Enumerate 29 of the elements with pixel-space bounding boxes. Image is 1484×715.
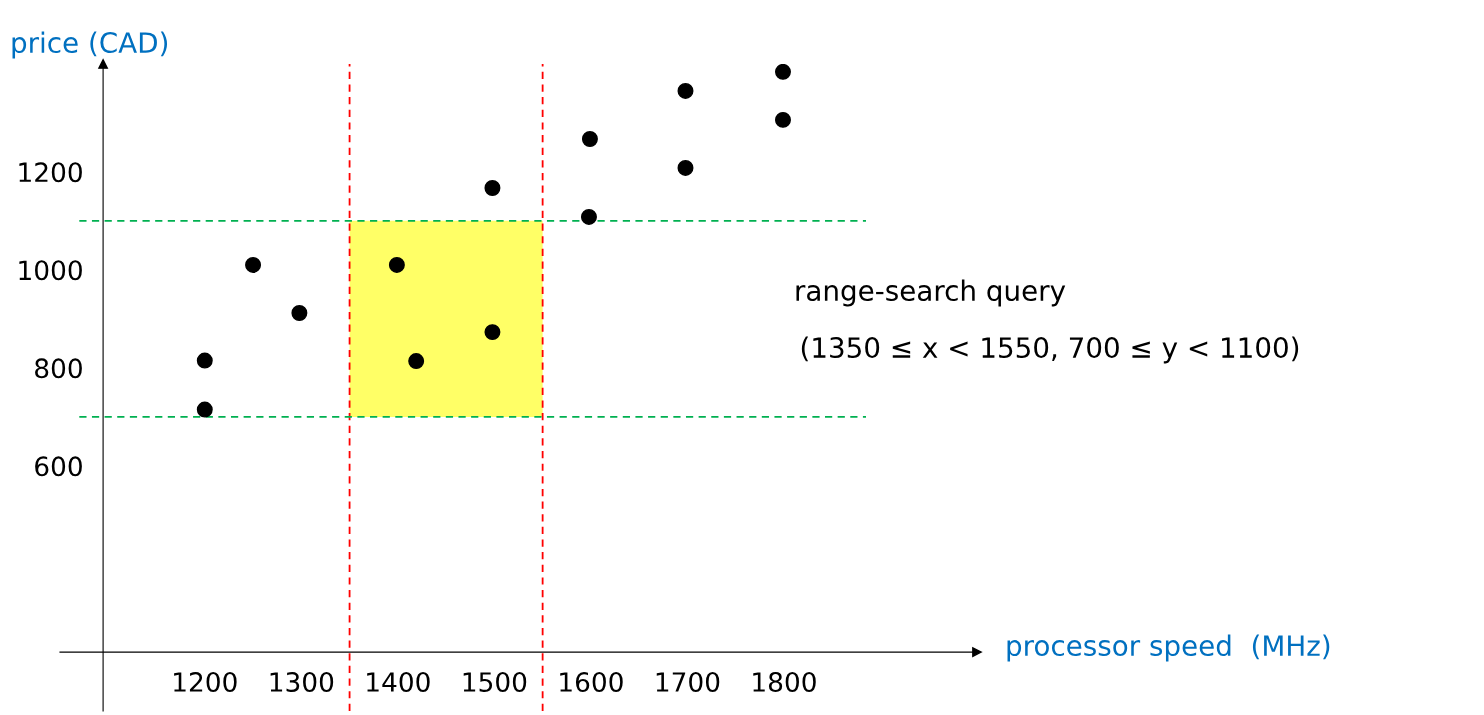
- point: [677, 82, 694, 99]
- x-tick-label: 1700: [656, 672, 720, 692]
- y-tick-label: 1000: [19, 260, 82, 281]
- point: [196, 401, 213, 418]
- point: [484, 324, 501, 341]
- y-tick-label: 800: [35, 358, 82, 379]
- x-tick-label: 1500: [463, 672, 527, 692]
- point: [196, 352, 213, 369]
- annotation: (1350 ≤ x < 1550, 700 ≤ y < 1100): [801, 336, 1299, 364]
- point: [581, 131, 598, 147]
- x-tick-label: 1200: [174, 672, 237, 692]
- y-tick-label: 1200: [19, 162, 82, 183]
- point: [291, 305, 308, 321]
- point: [677, 159, 694, 176]
- point: [580, 208, 597, 225]
- point: [408, 353, 425, 370]
- annotation: range-search query: [796, 279, 1066, 307]
- point: [484, 180, 501, 196]
- x-tick-label: 1400: [367, 672, 430, 692]
- x-axis-title: processor speed (MHz): [1007, 634, 1330, 662]
- point: [388, 256, 405, 273]
- point: [245, 256, 262, 273]
- x-tick-label: 1600: [560, 672, 623, 692]
- y-axis-title: price (CAD): [12, 31, 168, 59]
- y-tick-label: 600: [35, 456, 82, 477]
- x-tick-label: 1800: [753, 672, 816, 692]
- point: [775, 64, 791, 80]
- point: [775, 111, 791, 128]
- x-tick-label: 1300: [270, 672, 334, 692]
